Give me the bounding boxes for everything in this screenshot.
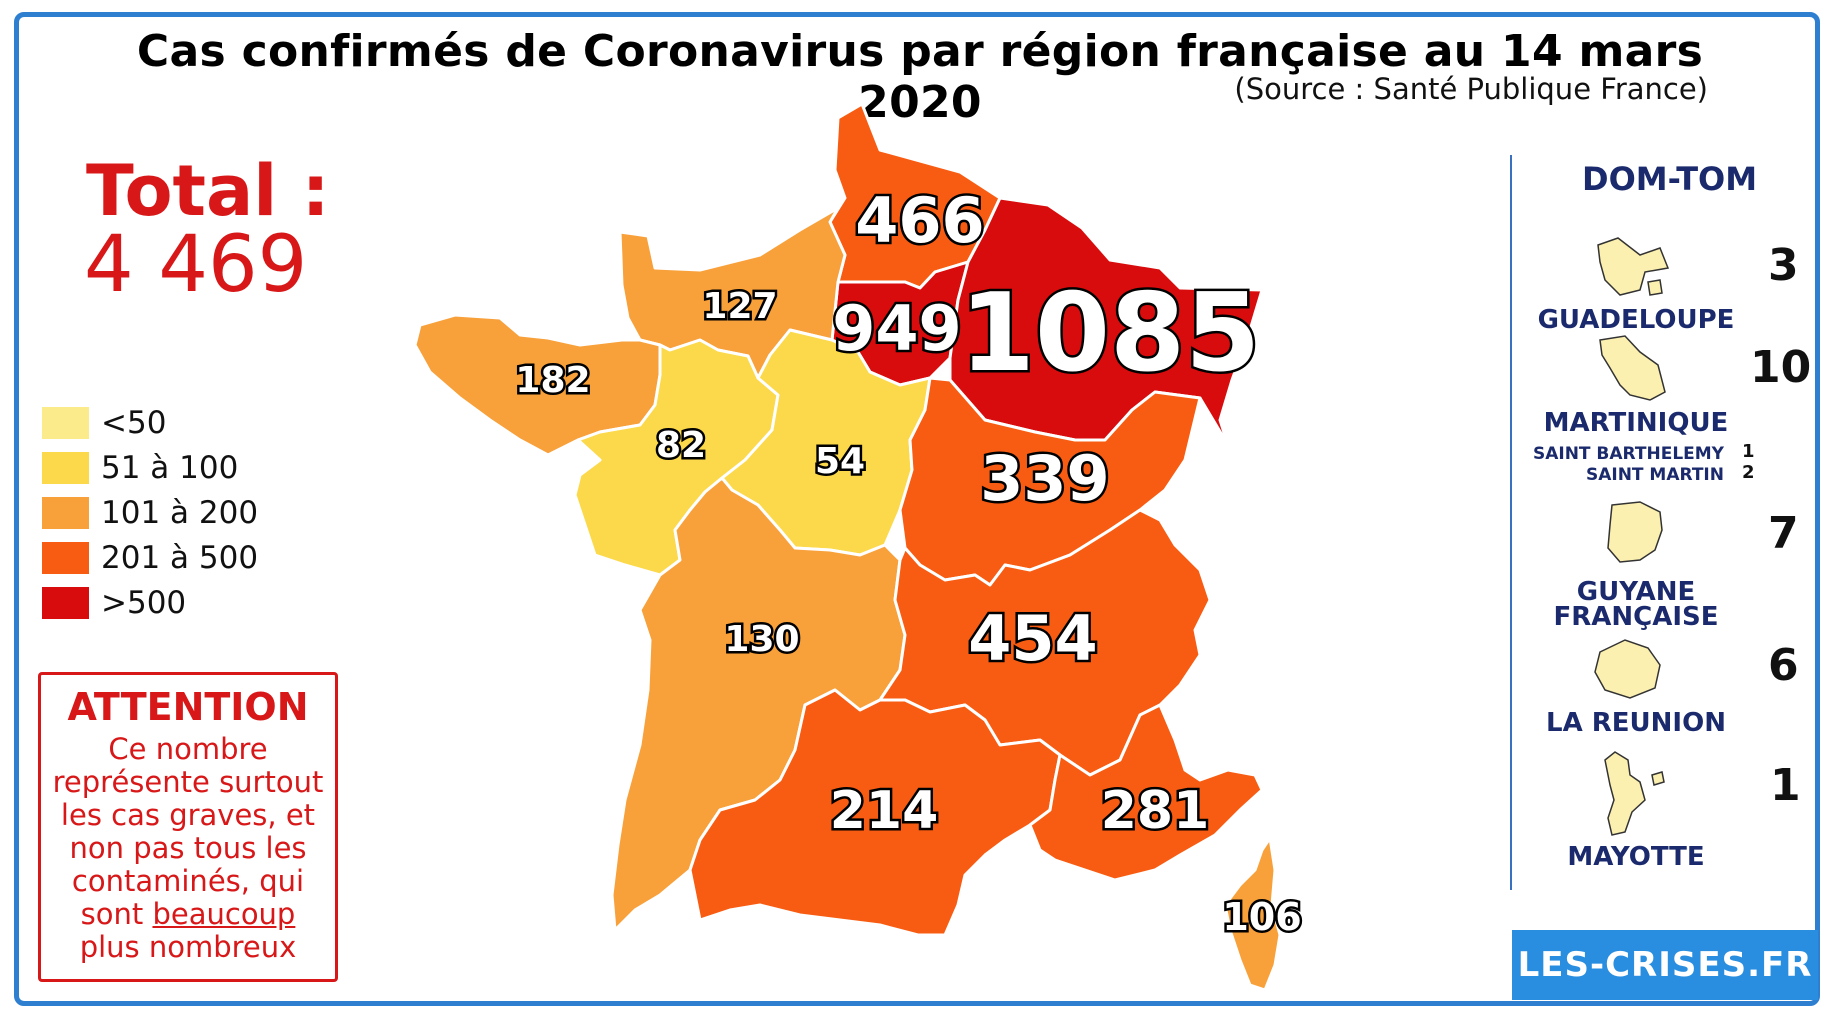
region-value-label: 182 bbox=[515, 360, 590, 401]
dom-saint-martin-name: SAINT MARTIN bbox=[1585, 465, 1724, 485]
attention-title: ATTENTION bbox=[67, 685, 309, 729]
legend-label: 51 à 100 bbox=[101, 449, 239, 486]
legend-item: >500 bbox=[42, 580, 258, 625]
region-value-label: 454 bbox=[968, 602, 1097, 675]
region-value-label: 130 bbox=[724, 619, 799, 660]
dom-reunion-name: LA REUNION bbox=[1546, 708, 1726, 738]
legend-label: <50 bbox=[101, 404, 167, 441]
attention-underlined: beaucoup bbox=[152, 897, 296, 931]
region-value-label: 106 bbox=[1222, 895, 1301, 939]
region-value-label: 214 bbox=[830, 781, 939, 841]
dom-tom-title: DOM-TOM bbox=[1582, 160, 1758, 198]
dom-guadeloupe-value: 3 bbox=[1768, 240, 1799, 291]
guadeloupe-shape bbox=[1597, 237, 1670, 296]
mayotte-shape bbox=[1604, 751, 1646, 836]
dom-guyane-name: GUYANE bbox=[1576, 577, 1696, 607]
legend: <50 51 à 100 101 à 200 201 à 500 >500 bbox=[42, 400, 258, 625]
region-value-label: 127 bbox=[702, 286, 777, 327]
dom-saint-barthelemy-value: 1 bbox=[1742, 441, 1755, 462]
legend-swatch bbox=[42, 541, 89, 574]
les-crises-logo: LES-CRISES.FR bbox=[1512, 930, 1818, 1000]
legend-label: 201 à 500 bbox=[101, 539, 259, 576]
region-value-label: 466 bbox=[855, 184, 984, 257]
legend-swatch bbox=[42, 406, 89, 439]
legend-item: 51 à 100 bbox=[42, 445, 258, 490]
dom-mayotte-value: 1 bbox=[1770, 760, 1801, 811]
region-value-label: 281 bbox=[1101, 781, 1210, 841]
total-value: 4 469 bbox=[84, 220, 308, 310]
region-value-label: 1085 bbox=[960, 271, 1261, 396]
dom-mayotte-name: MAYOTTE bbox=[1567, 842, 1705, 872]
region-labels: 466 949 1085 127 182 82 54 339 130 454 2… bbox=[513, 182, 1304, 942]
dom-divider bbox=[1510, 155, 1512, 890]
attention-box: ATTENTION Ce nombre représente surtout l… bbox=[38, 672, 338, 982]
legend-swatch bbox=[42, 451, 89, 484]
region-paca bbox=[1028, 703, 1264, 882]
dom-martinique-name: MARTINIQUE bbox=[1543, 408, 1729, 438]
dom-reunion-value: 6 bbox=[1768, 640, 1799, 691]
legend-item: 201 à 500 bbox=[42, 535, 258, 580]
legend-item: 101 à 200 bbox=[42, 490, 258, 535]
dom-guyane-name-line2: FRANÇAISE bbox=[1553, 602, 1719, 632]
total-label: Total : bbox=[86, 150, 330, 232]
mayotte-islet-shape bbox=[1651, 771, 1665, 786]
legend-swatch bbox=[42, 496, 89, 529]
region-value-label: 54 bbox=[815, 441, 865, 482]
region-value-label: 339 bbox=[980, 442, 1109, 515]
region-value-label: 949 bbox=[832, 292, 961, 365]
guyane-shape bbox=[1607, 501, 1663, 563]
dom-guadeloupe-name: GUADELOUPE bbox=[1537, 305, 1735, 335]
legend-swatch bbox=[42, 586, 89, 619]
legend-label: 101 à 200 bbox=[101, 494, 259, 531]
martinique-shape bbox=[1599, 335, 1666, 401]
dom-saint-barthelemy-name: SAINT BARTHELEMY bbox=[1532, 444, 1724, 464]
guadeloupe-islet-shape bbox=[1647, 279, 1663, 296]
map-source: (Source : Santé Publique France) bbox=[1234, 72, 1708, 106]
attention-text: Ce nombre représente surtout les cas gra… bbox=[52, 732, 324, 964]
legend-label: >500 bbox=[101, 584, 187, 621]
region-value-label: 82 bbox=[656, 425, 706, 466]
dom-guyane-value: 7 bbox=[1768, 508, 1799, 559]
legend-item: <50 bbox=[42, 400, 258, 445]
dom-saint-martin-value: 2 bbox=[1742, 462, 1755, 483]
region-corse bbox=[1223, 836, 1282, 992]
map-title: Cas confirmés de Coronavirus par région … bbox=[136, 26, 1704, 128]
dom-martinique-value: 10 bbox=[1750, 342, 1812, 393]
reunion-shape bbox=[1594, 639, 1661, 699]
